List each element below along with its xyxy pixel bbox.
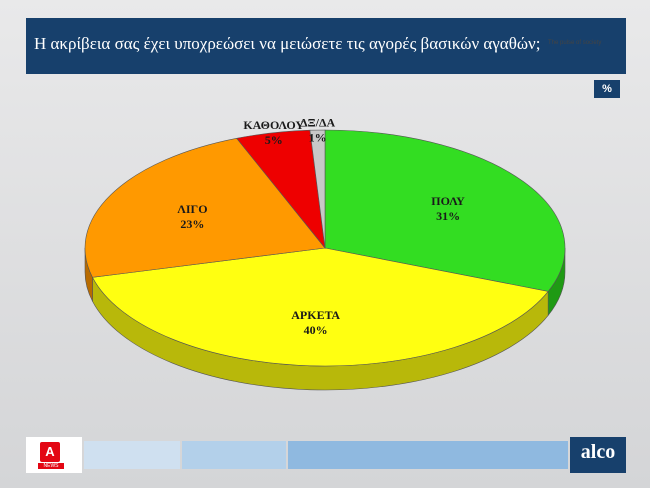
pie-slice-4	[309, 129, 326, 249]
title-bar: Η ακρίβεια σας έχει υποχρεώσει να μειώσε…	[26, 18, 626, 74]
footer-band-2	[182, 441, 286, 469]
news-logo-icon: A	[40, 442, 60, 462]
slice-label-0: ΠΟΛΥ	[431, 194, 465, 208]
pie-slice-2	[84, 137, 326, 278]
news-logo: A NEWS	[26, 437, 82, 473]
alco-logo-text: alco	[580, 441, 616, 463]
footer-band-1	[84, 441, 180, 469]
footer-band-3	[288, 441, 568, 469]
slice-value-3: 5%	[265, 133, 283, 147]
slice-label-3: ΚΑΘΟΛΟΥ	[243, 118, 304, 132]
pie-slice-0	[324, 129, 566, 292]
slice-value-4: 1%	[309, 130, 327, 144]
slice-value-0: 31%	[436, 209, 460, 223]
alco-tagline: The pulse of society	[548, 40, 602, 46]
slice-label-4: ΔΞ/ΔΑ	[300, 115, 336, 129]
unit-badge: %	[594, 80, 620, 98]
news-logo-text: NEWS	[38, 463, 64, 469]
slice-label-2: ΛΙΓΟ	[177, 202, 207, 216]
slice-value-1: 40%	[304, 323, 328, 337]
pie-slice-1	[92, 247, 549, 367]
slice-label-1: ΑΡΚΕΤΑ	[291, 308, 340, 322]
pie-tops	[84, 129, 566, 367]
alco-logo: alco	[570, 437, 626, 473]
footer: A NEWS alco	[26, 437, 626, 473]
chart-title: Η ακρίβεια σας έχει υποχρεώσει να μειώσε…	[34, 34, 541, 53]
slice-value-2: 23%	[180, 217, 204, 231]
